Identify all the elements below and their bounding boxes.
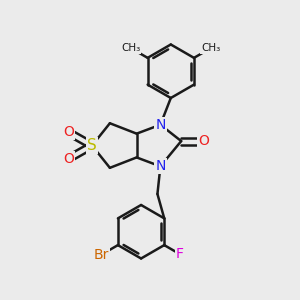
Text: F: F xyxy=(176,247,184,261)
Text: N: N xyxy=(155,118,166,132)
Text: O: O xyxy=(63,125,74,139)
Text: Br: Br xyxy=(94,248,109,262)
Text: S: S xyxy=(87,138,97,153)
Text: CH₃: CH₃ xyxy=(201,43,220,53)
Text: O: O xyxy=(198,134,209,148)
Text: N: N xyxy=(155,159,166,173)
Text: O: O xyxy=(63,152,74,166)
Text: CH₃: CH₃ xyxy=(121,43,140,53)
